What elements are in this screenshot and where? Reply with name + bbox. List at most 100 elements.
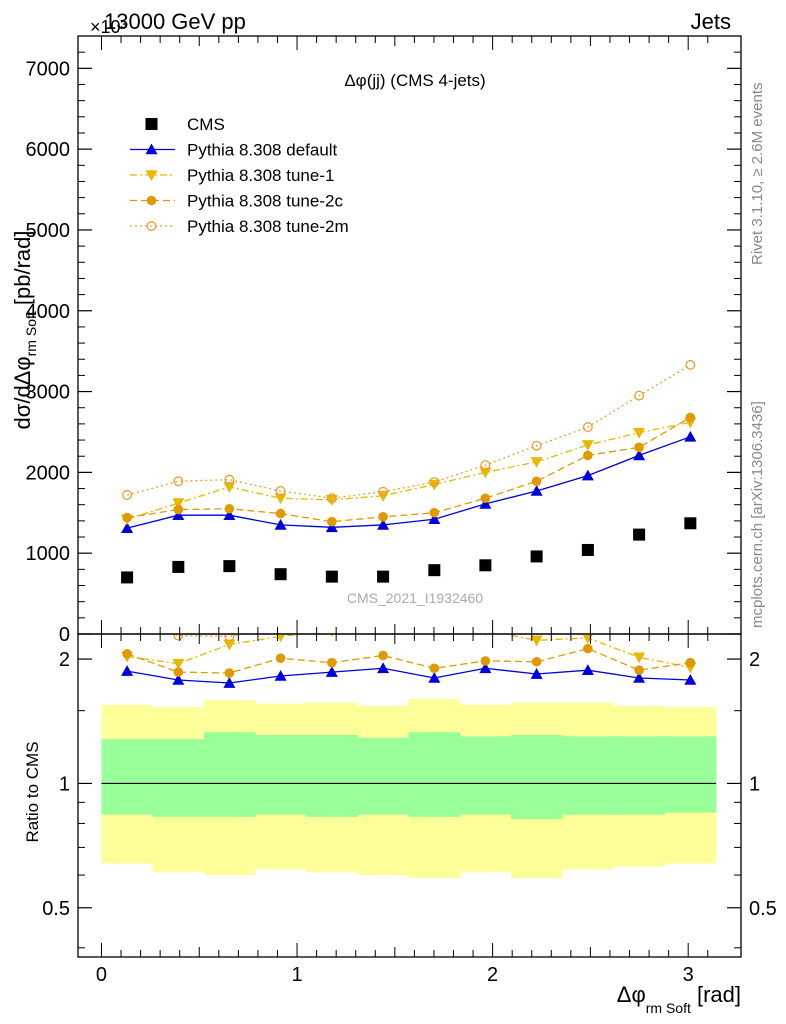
point-tune1 bbox=[223, 482, 236, 493]
point-default bbox=[274, 518, 287, 530]
point-tune1 bbox=[275, 634, 286, 643]
uncertainty-band-stat bbox=[306, 734, 358, 817]
point-tune2c bbox=[685, 657, 696, 668]
point-tune2m bbox=[686, 620, 695, 629]
y-tick-label: 7000 bbox=[26, 58, 71, 80]
series-line-default bbox=[126, 667, 691, 684]
point-tune2m bbox=[480, 460, 491, 471]
ratio-y-axis-label: Ratio to CMS bbox=[23, 741, 42, 842]
point-tune1 bbox=[428, 479, 441, 491]
ratio-series-group bbox=[121, 620, 697, 688]
y-tick-label: 2000 bbox=[26, 462, 71, 484]
ratio-y-tick-label: 2 bbox=[59, 649, 70, 671]
point-default bbox=[325, 521, 338, 533]
x-tick-label: 1 bbox=[291, 964, 302, 986]
point-tune2c bbox=[275, 653, 286, 663]
series-line-default bbox=[126, 436, 691, 529]
point-tune2m bbox=[122, 490, 133, 500]
point-tune1 bbox=[172, 498, 185, 510]
legend-label-default: Pythia 8.308 default bbox=[187, 141, 338, 160]
ratio-y-tick-label: 0.5 bbox=[42, 898, 70, 920]
uncertainty-band-stat bbox=[101, 739, 154, 815]
point-tune2c bbox=[173, 667, 184, 677]
point-tune1 bbox=[582, 634, 594, 644]
point-tune1 bbox=[223, 639, 236, 651]
rivet-label: Rivet 3.1.10, ≥ 2.6M events bbox=[749, 83, 766, 266]
point-cms bbox=[428, 564, 441, 577]
legend-marker-default bbox=[145, 143, 158, 155]
point-tune2c bbox=[583, 450, 593, 461]
watermark-label: CMS_2021_I1932460 bbox=[347, 590, 483, 606]
point-tune2c bbox=[634, 665, 644, 675]
series-line-tune2c bbox=[126, 647, 691, 674]
point-tune2c bbox=[224, 503, 235, 514]
ratio-plot-frame bbox=[77, 633, 742, 958]
point-cms bbox=[377, 570, 390, 583]
point-cms bbox=[325, 570, 338, 583]
point-tune2c bbox=[531, 476, 542, 487]
uncertainty-band-stat bbox=[562, 736, 614, 815]
point-default bbox=[428, 671, 441, 683]
point-tune2m bbox=[173, 476, 184, 487]
series-line-tune1 bbox=[126, 421, 691, 520]
point-tune1 bbox=[530, 635, 543, 647]
point-default bbox=[223, 509, 236, 521]
point-default bbox=[274, 669, 287, 681]
point-cms bbox=[121, 571, 134, 584]
point-default bbox=[633, 671, 646, 683]
point-tune1 bbox=[274, 493, 287, 505]
point-tune2c bbox=[122, 648, 132, 659]
svg-text:Δφrm Soft [rad]: Δφrm Soft [rad] bbox=[617, 982, 741, 1016]
uncertainty-band-stat bbox=[511, 734, 563, 820]
point-tune2m bbox=[634, 390, 645, 401]
point-tune2c bbox=[378, 650, 388, 661]
point-default bbox=[479, 662, 492, 674]
point-tune2m bbox=[326, 493, 337, 504]
main-plot-title: Δφ(jj) (CMS 4-jets) bbox=[344, 71, 485, 90]
point-tune2m bbox=[275, 485, 286, 496]
series-line-tune2c bbox=[126, 416, 691, 523]
point-tune2m bbox=[378, 486, 389, 497]
point-tune2c bbox=[224, 668, 235, 678]
point-tune2c bbox=[480, 493, 491, 504]
point-cms bbox=[530, 550, 543, 563]
point-default bbox=[581, 469, 594, 481]
point-tune2c bbox=[583, 643, 593, 654]
point-tune1 bbox=[633, 652, 646, 664]
point-cms bbox=[633, 528, 646, 541]
uncertainty-band-stat bbox=[152, 739, 205, 817]
main-y-axis-label: dσ/dΔφrm Soft [pb/rad] bbox=[10, 231, 39, 430]
uncertainty-band-stat bbox=[613, 736, 666, 815]
point-default bbox=[428, 513, 441, 525]
ratio-y-tick-label-right: 0.5 bbox=[749, 898, 777, 920]
point-default bbox=[223, 677, 236, 688]
mcplots-label: mcplots.cern.ch [arXiv:1306.3436] bbox=[749, 401, 766, 628]
point-tune1 bbox=[479, 467, 492, 479]
point-tune2m bbox=[429, 477, 440, 488]
point-tune2c bbox=[429, 507, 440, 518]
ratio-y-tick-label-right: 1 bbox=[749, 773, 760, 795]
point-cms bbox=[479, 559, 492, 572]
point-tune2m bbox=[224, 474, 235, 485]
y-tick-label: 0 bbox=[59, 624, 70, 646]
y-tick-label: 1000 bbox=[26, 543, 71, 565]
point-tune2m bbox=[224, 634, 235, 642]
point-tune2c bbox=[378, 512, 388, 522]
point-tune2m bbox=[531, 440, 542, 451]
point-default bbox=[684, 430, 697, 442]
point-default bbox=[581, 664, 594, 675]
x-tick-label: 0 bbox=[96, 964, 107, 986]
uncertainty-band-stat bbox=[408, 732, 461, 817]
point-cms bbox=[172, 560, 185, 573]
uncertainty-band-stat bbox=[459, 736, 512, 815]
legend-label-cms: CMS bbox=[187, 115, 225, 134]
point-tune2c bbox=[685, 412, 696, 423]
legend-label-tune2c: Pythia 8.308 tune-2c bbox=[187, 192, 343, 211]
legend: CMS Pythia 8.308 default Pythia 8.308 tune… bbox=[130, 115, 349, 236]
point-default bbox=[530, 484, 543, 496]
exponent-label: ×10³ bbox=[90, 17, 127, 37]
point-default bbox=[172, 673, 185, 685]
point-default bbox=[633, 449, 646, 461]
main-plot-panel: 0 1000 2000 3000 4000 5000 6000 7000 Δφ(jj) (CM… bbox=[10, 35, 742, 646]
